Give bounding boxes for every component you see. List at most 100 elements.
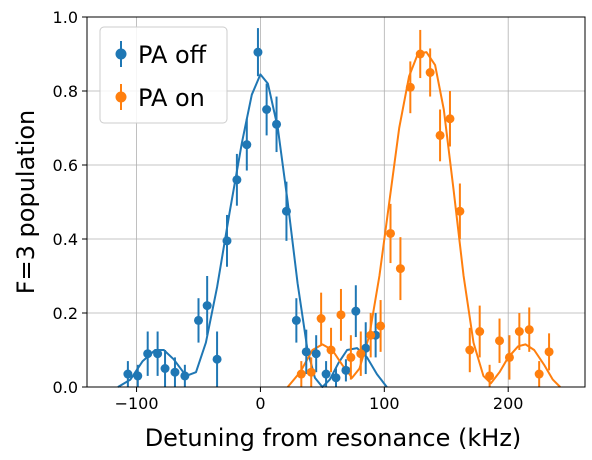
data-point — [425, 48, 435, 97]
data-point — [346, 335, 356, 380]
y-axis-label: F=3 population — [12, 110, 40, 295]
data-point — [361, 322, 371, 375]
marker — [465, 345, 475, 355]
y-tick-label: 0.6 — [53, 156, 78, 175]
plot-frame — [86, 16, 586, 388]
y-tick-label: 0.4 — [53, 230, 78, 249]
legend-label: PA off — [138, 41, 207, 69]
marker — [504, 352, 514, 362]
data-point — [301, 329, 311, 375]
marker — [514, 327, 524, 336]
marker — [341, 365, 351, 375]
marker — [405, 82, 415, 92]
data-point — [281, 181, 291, 241]
data-point — [232, 153, 242, 206]
data-point — [296, 361, 306, 387]
marker — [301, 347, 311, 357]
legend: PA off PA on — [99, 26, 228, 124]
data-point — [475, 305, 485, 358]
data-point — [341, 359, 351, 382]
y-tick-label: 1.0 — [53, 8, 78, 27]
data-point — [212, 331, 222, 387]
data-point — [415, 29, 425, 79]
marker — [395, 264, 405, 274]
data-point — [366, 313, 376, 358]
data-point — [242, 118, 252, 171]
marker — [485, 371, 495, 381]
marker — [495, 336, 505, 346]
marker — [291, 315, 301, 325]
marker — [346, 352, 356, 362]
marker — [160, 364, 170, 373]
marker — [296, 369, 306, 379]
data-point — [544, 333, 554, 371]
legend-label: PA on — [138, 84, 205, 112]
marker — [232, 175, 242, 185]
marker — [524, 325, 534, 335]
data-point — [193, 298, 203, 343]
x-tick-label: 100 — [369, 394, 400, 413]
marker — [180, 371, 190, 381]
marker — [253, 47, 263, 57]
x-tick-label: 200 — [493, 394, 524, 413]
legend-box — [99, 26, 228, 124]
marker — [435, 130, 445, 140]
data-point — [253, 28, 263, 77]
legend-entry-1: PA off — [115, 41, 207, 69]
data-point — [262, 83, 272, 136]
marker — [306, 367, 316, 377]
data-point — [331, 368, 341, 387]
data-point — [356, 331, 366, 376]
marker — [202, 301, 212, 311]
axis-ticks: −100 0 100 200 0.0 0.2 0.4 0.6 0.8 1.0 — [53, 8, 524, 413]
data-point — [376, 300, 386, 352]
data-point — [395, 237, 405, 301]
data-point — [514, 313, 524, 350]
data-point — [336, 288, 346, 341]
marker — [316, 314, 326, 324]
legend-marker — [115, 48, 127, 60]
x-axis-label: Detuning from resonance (kHz) — [145, 424, 522, 452]
marker — [425, 68, 435, 77]
data-point — [386, 203, 396, 264]
data-point — [405, 61, 415, 114]
x-tick-label: −100 — [115, 394, 159, 413]
marker — [376, 321, 386, 331]
data-point — [180, 364, 190, 387]
data-point — [326, 327, 336, 373]
marker — [262, 105, 272, 114]
data-point — [435, 109, 445, 162]
data-point — [495, 318, 505, 363]
data-point — [202, 276, 212, 336]
data-point — [524, 307, 534, 352]
fit-curve-1 — [117, 73, 388, 388]
marker — [475, 327, 485, 336]
marker — [272, 119, 282, 129]
data-point — [153, 331, 163, 376]
marker — [415, 49, 425, 59]
data-point — [311, 335, 321, 373]
data-point — [534, 361, 544, 387]
y-tick-label: 0.2 — [53, 304, 78, 323]
x-tick-label: 0 — [255, 394, 265, 413]
data-point — [160, 350, 170, 387]
data-point — [170, 357, 180, 387]
marker — [386, 228, 396, 238]
marker — [153, 349, 163, 359]
data-point — [445, 91, 455, 147]
y-tick-label: 0.0 — [53, 378, 78, 397]
marker — [170, 367, 180, 377]
marker — [326, 345, 336, 355]
marker — [455, 206, 465, 216]
marker — [123, 369, 133, 379]
data-point — [272, 96, 282, 153]
y-tick-label: 0.8 — [53, 82, 78, 101]
marker — [321, 369, 331, 379]
data-point — [133, 364, 143, 387]
marker — [222, 236, 232, 246]
marker — [534, 369, 544, 379]
marker — [331, 373, 341, 383]
data-point — [222, 214, 232, 267]
legend-entry-2: PA on — [115, 84, 205, 112]
